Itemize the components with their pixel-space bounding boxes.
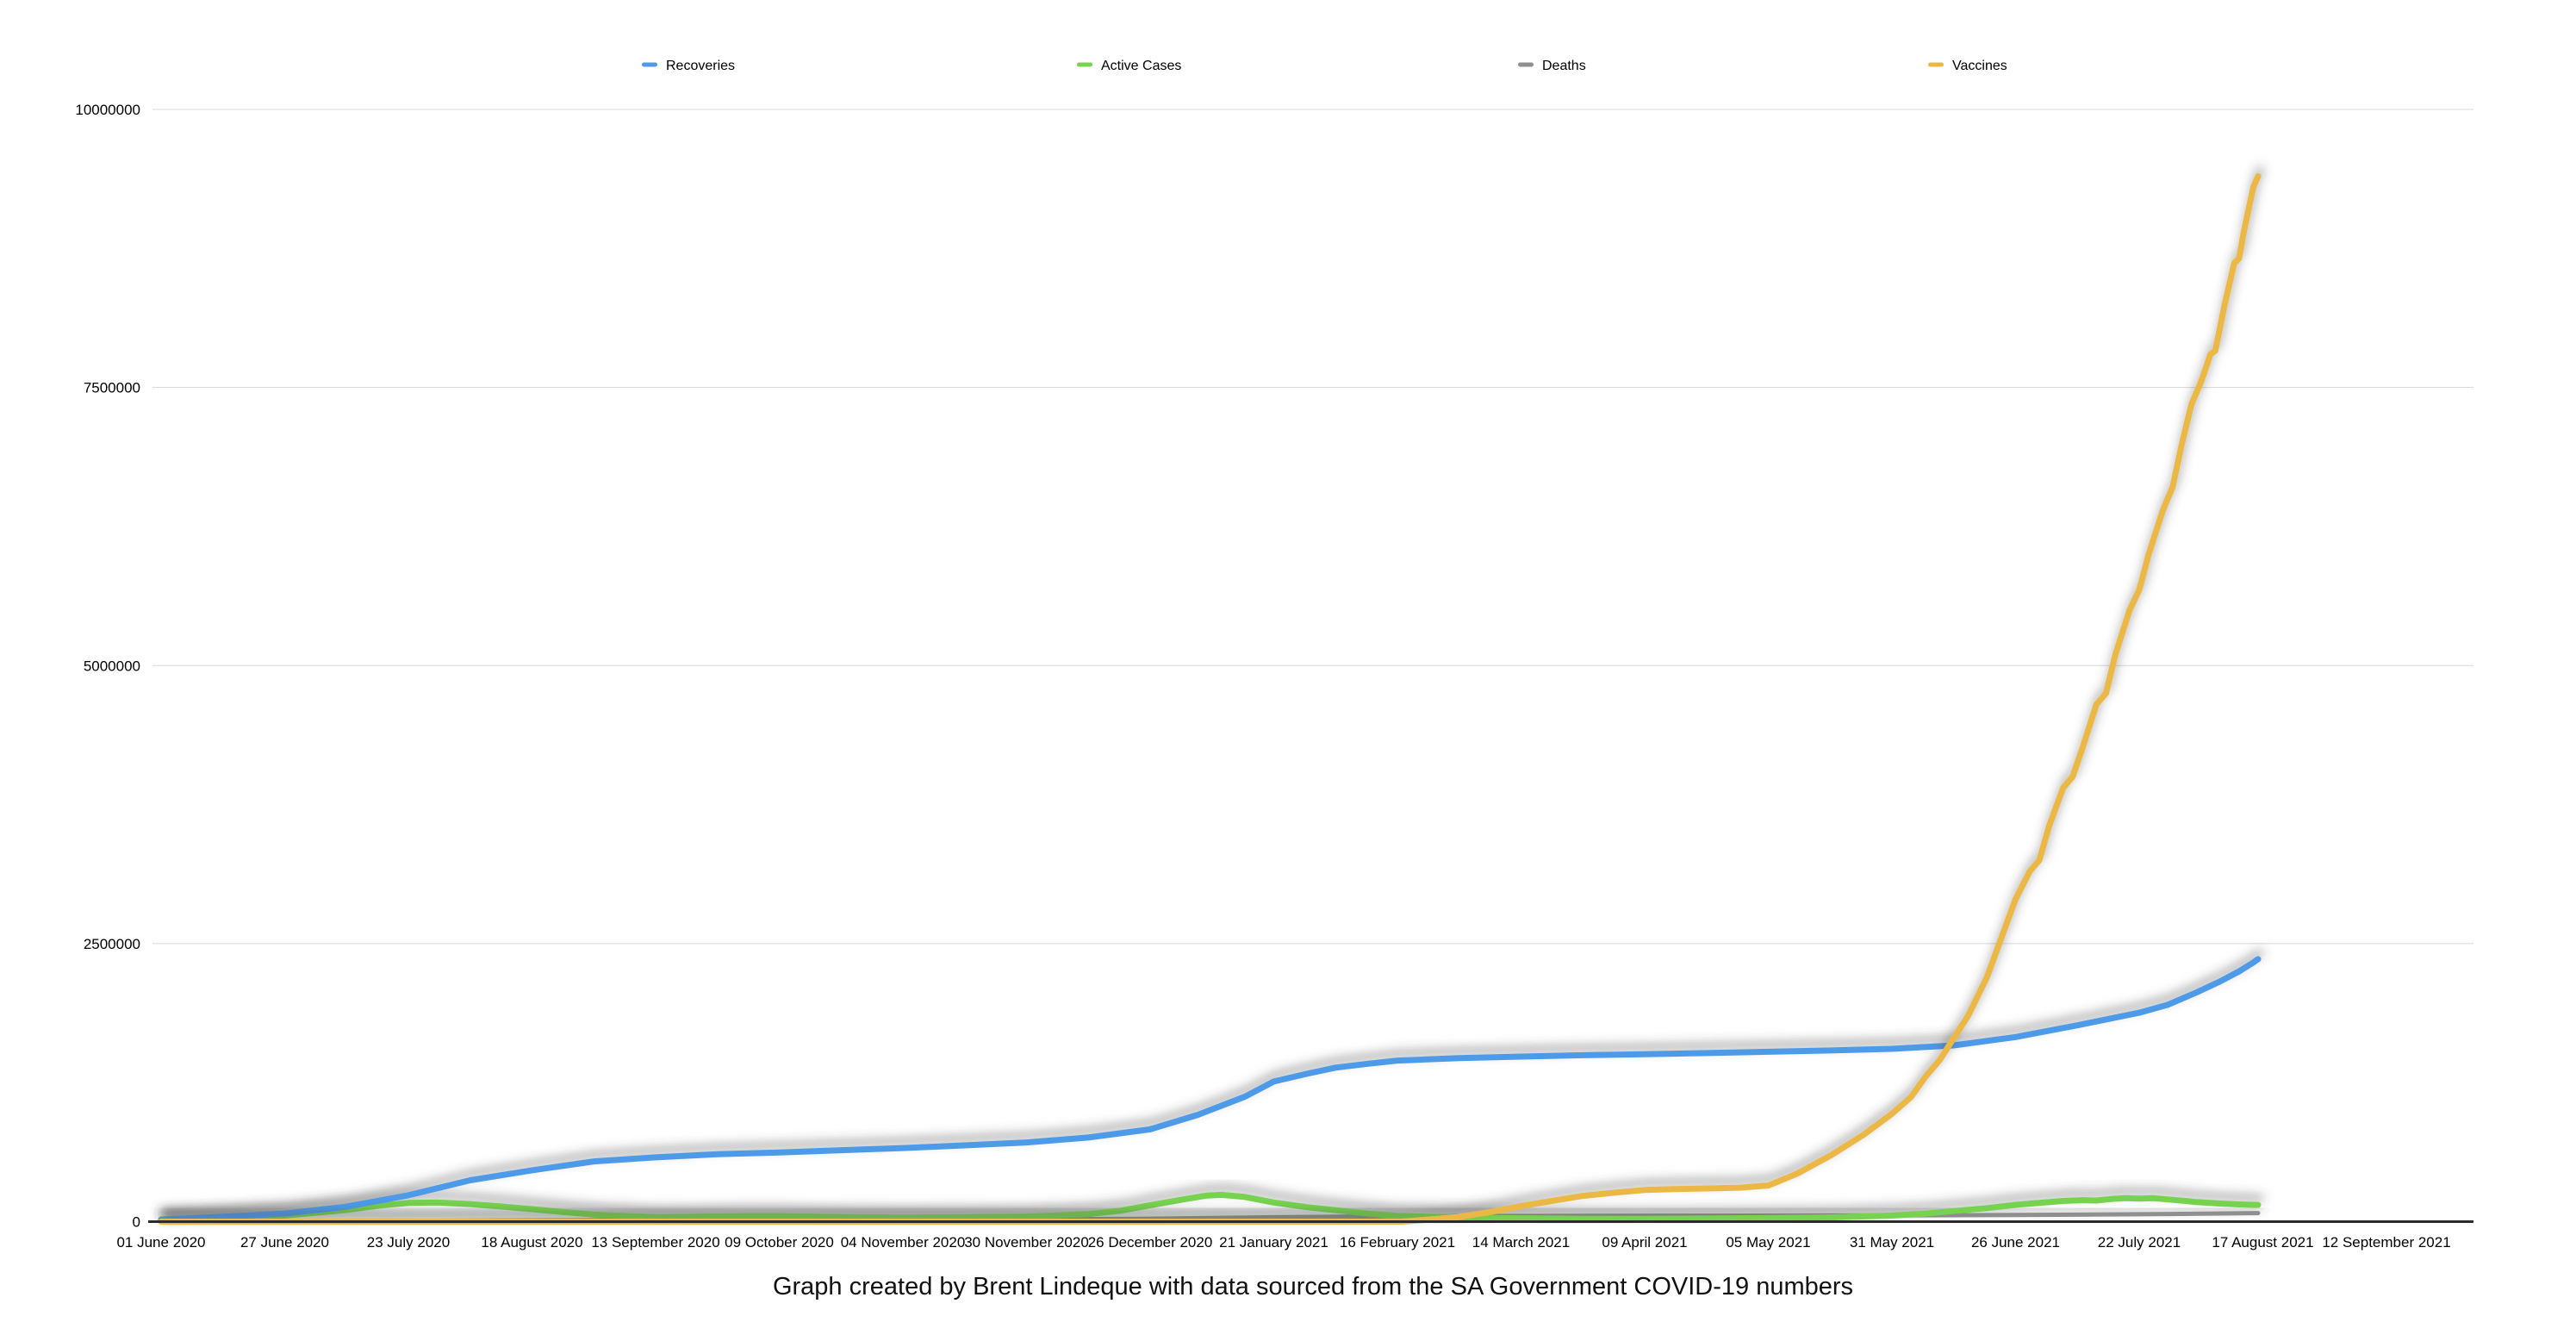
x-tick-label: 31 May 2021 [1850, 1234, 1934, 1251]
legend-swatch-recoveries [642, 62, 657, 67]
legend-item: Active Cases [1077, 59, 1181, 73]
x-tick-label: 22 July 2021 [2098, 1234, 2181, 1251]
series-line-vaccines [158, 172, 2262, 1225]
x-tick-label: 16 February 2021 [1340, 1234, 1455, 1251]
x-tick-label: 23 July 2020 [367, 1234, 450, 1251]
chart-caption: Graph created by Brent Lindeque with dat… [773, 1273, 1853, 1300]
legend-swatch-deaths [1518, 62, 1534, 67]
legend-item: Deaths [1518, 59, 1586, 73]
x-tick-label: 01 June 2020 [116, 1234, 205, 1251]
legend-label: Deaths [1542, 59, 1586, 73]
x-tick-label: 09 April 2021 [1602, 1234, 1687, 1251]
x-tick-label: 14 March 2021 [1472, 1234, 1570, 1251]
y-tick-label: 0 [133, 1214, 140, 1231]
legend-item: Vaccines [1928, 59, 2007, 73]
legend-swatch-vaccines [1928, 62, 1944, 67]
legend-label: Active Cases [1101, 59, 1181, 73]
x-tick-label: 12 September 2021 [2322, 1234, 2450, 1251]
y-tick-label: 7500000 [84, 380, 140, 396]
series-line-recoveries [158, 956, 2262, 1223]
y-tick-label: 2500000 [84, 936, 140, 952]
x-tick-label: 09 October 2020 [725, 1234, 834, 1251]
legend-label: Recoveries [666, 59, 735, 73]
series-line-active-cases [158, 1191, 2262, 1224]
x-tick-label: 30 November 2020 [964, 1234, 1089, 1251]
x-tick-label: 26 June 2021 [1971, 1234, 2060, 1251]
legend: Recoveries Active Cases Deaths Vaccines [642, 59, 2007, 73]
legend-item: Recoveries [642, 59, 735, 73]
legend-label: Vaccines [1952, 59, 2007, 73]
x-tick-label: 04 November 2020 [841, 1234, 966, 1251]
x-tick-label: 21 January 2021 [1219, 1234, 1328, 1251]
x-tick-label: 05 May 2021 [1726, 1234, 1810, 1251]
gridlines [152, 109, 2473, 1222]
x-axis-labels: 01 June 2020 27 June 2020 23 July 2020 18 A… [116, 1234, 2450, 1251]
x-tick-label: 26 December 2020 [1088, 1234, 1213, 1251]
legend-swatch-active-cases [1077, 62, 1092, 67]
x-tick-label: 27 June 2020 [240, 1234, 329, 1251]
y-tick-label: 5000000 [84, 658, 140, 674]
y-tick-label: 10000000 [75, 102, 140, 118]
x-tick-label: 17 August 2021 [2212, 1234, 2313, 1251]
y-axis-labels: 0 2500000 5000000 7500000 10000000 [75, 102, 140, 1231]
x-tick-label: 18 August 2020 [481, 1234, 582, 1251]
x-tick-label: 13 September 2020 [591, 1234, 719, 1251]
series-lines [158, 172, 2262, 1225]
